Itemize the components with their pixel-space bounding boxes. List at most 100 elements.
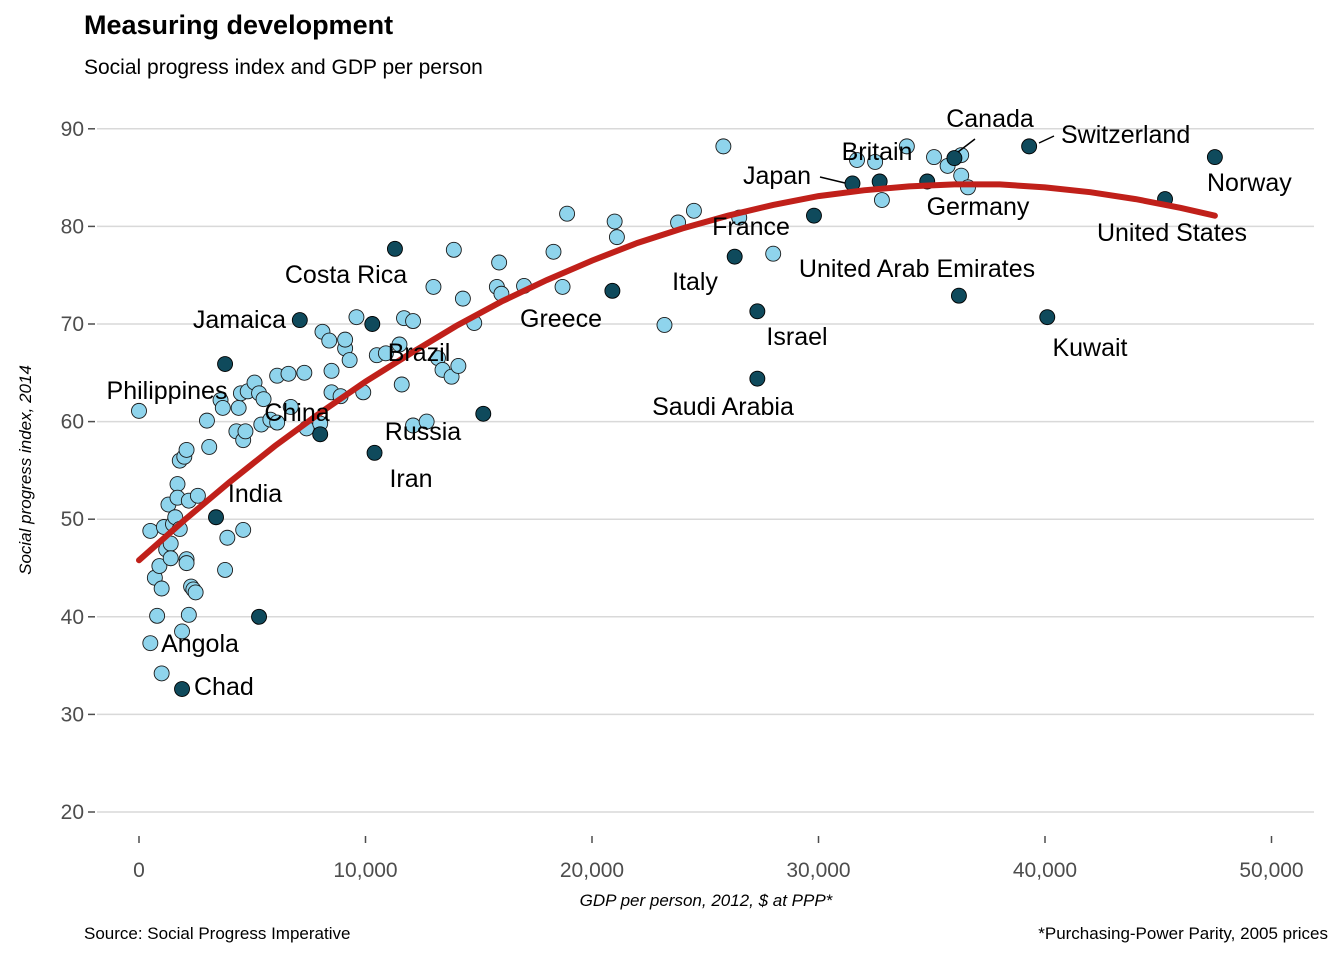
chart-subtitle: Social progress index and GDP per person [84, 56, 483, 79]
data-point [198, 412, 215, 429]
country-label: Saudi Arabia [652, 393, 794, 421]
data-point [323, 362, 340, 379]
data-point [178, 441, 195, 458]
data-point [174, 623, 190, 640]
data-point [606, 213, 623, 230]
country-label: Chad [194, 673, 254, 701]
data-point [219, 529, 236, 546]
highlighted-point [312, 426, 329, 443]
x-tick-label: 30,000 [786, 859, 850, 882]
x-tick-label: 0 [133, 859, 145, 882]
country-labels: Canada Switzerland Britain Japan Norway Germa… [107, 105, 1293, 701]
country-label: United States [1097, 219, 1247, 247]
data-point [341, 352, 358, 369]
y-axis-ticks: 20 30 40 50 60 70 80 90 [61, 118, 95, 824]
data-point [765, 245, 782, 262]
data-point [180, 606, 197, 623]
data-point [269, 414, 286, 431]
data-point [321, 332, 338, 349]
data-point [898, 138, 915, 155]
country-label: Russia [385, 418, 462, 446]
country-label: United Arab Emirates [799, 255, 1035, 283]
data-point [187, 584, 204, 601]
data-point [873, 192, 890, 208]
country-label: Angola [161, 630, 239, 658]
data-point [296, 364, 313, 381]
y-tick-label: 30 [61, 703, 84, 726]
y-tick-label: 90 [61, 118, 84, 141]
data-point [391, 336, 408, 353]
y-tick-label: 50 [61, 508, 84, 531]
x-tick-label: 10,000 [333, 859, 397, 882]
data-point [867, 154, 884, 170]
data-point [230, 399, 247, 416]
country-label: Kuwait [1052, 334, 1127, 362]
data-point [142, 522, 159, 539]
highlighted-point [174, 681, 190, 697]
data-point [393, 376, 410, 393]
data-point [685, 202, 702, 219]
country-label: Britain [842, 138, 913, 166]
data-point [656, 317, 673, 333]
country-label: Jamaica [193, 306, 286, 334]
data-point [280, 365, 297, 382]
highlighted-point [208, 509, 224, 526]
data-point [715, 138, 732, 155]
data-point [153, 665, 170, 682]
country-label: Costa Rica [285, 261, 407, 289]
data-point [337, 331, 354, 348]
highlighted-point [475, 405, 492, 422]
highlighted-point [366, 444, 383, 461]
country-label: Iran [389, 465, 432, 493]
data-point [169, 476, 186, 493]
data-point [235, 521, 252, 538]
highlighted-point [950, 287, 967, 304]
trend-line-layer [136, 181, 1218, 564]
label-leader-line [1038, 135, 1055, 144]
data-point [445, 241, 462, 258]
highlighted-point [806, 207, 822, 224]
highlighted-point [1206, 149, 1223, 166]
country-label: Greece [520, 305, 602, 333]
country-label: Canada [946, 105, 1034, 133]
data-point [559, 205, 576, 222]
x-tick-label: 40,000 [1013, 859, 1077, 882]
label-leader-line [957, 138, 976, 153]
data-point [849, 152, 865, 168]
data-point [405, 313, 422, 330]
highlighted-point [251, 608, 267, 625]
data-point [149, 607, 166, 624]
y-tick-label: 40 [61, 606, 84, 629]
label-leader-line [819, 176, 846, 184]
data-point [545, 243, 562, 260]
data-point [255, 391, 272, 408]
highlighted-point [946, 150, 963, 167]
y-tick-label: 70 [61, 313, 84, 336]
data-point [425, 278, 442, 295]
data-point [491, 254, 508, 271]
footnote: *Purchasing-Power Parity, 2005 prices [1038, 924, 1328, 943]
data-point [926, 149, 942, 166]
country-label: India [228, 480, 282, 508]
chart-title: Measuring development [84, 10, 394, 40]
x-tick-label: 50,000 [1239, 859, 1303, 882]
data-point [217, 562, 234, 578]
y-axis-title: Social progress index, 2014 [16, 365, 35, 575]
trend-line [136, 181, 1218, 564]
highlighted-point [749, 303, 766, 320]
y-tick-label: 60 [61, 411, 84, 434]
data-point [454, 290, 471, 307]
data-point [348, 309, 365, 326]
data-point [237, 423, 254, 440]
country-label: Israel [766, 323, 827, 351]
highlighted-point [291, 312, 308, 329]
data-point [178, 555, 195, 572]
data-point [377, 345, 394, 362]
data-point [201, 439, 218, 455]
country-label: Switzerland [1061, 121, 1190, 149]
x-tick-label: 20,000 [560, 859, 624, 882]
highlighted-point [1021, 138, 1038, 155]
source-note: Source: Social Progress Imperative [84, 924, 351, 943]
data-point [162, 550, 179, 567]
